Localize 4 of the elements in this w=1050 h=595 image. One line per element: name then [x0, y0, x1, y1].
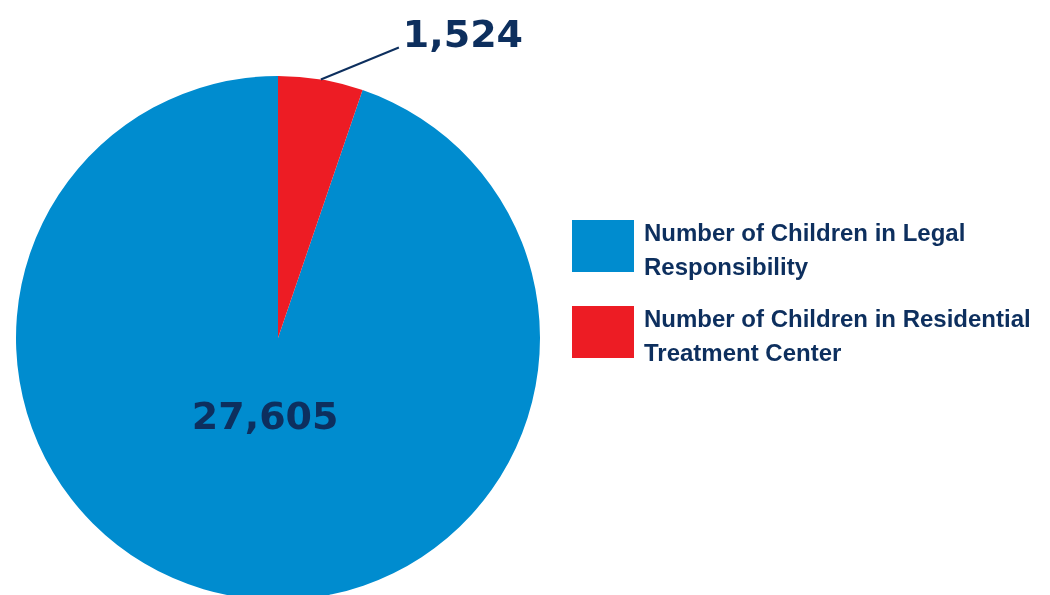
data-label: 27,605: [191, 393, 339, 438]
data-label: 1,524: [402, 11, 524, 56]
legend-label: Number of Children in Residential Treatment Center: [644, 303, 1032, 368]
legend-label: Number of Children in Legal Responsibility: [644, 217, 967, 282]
